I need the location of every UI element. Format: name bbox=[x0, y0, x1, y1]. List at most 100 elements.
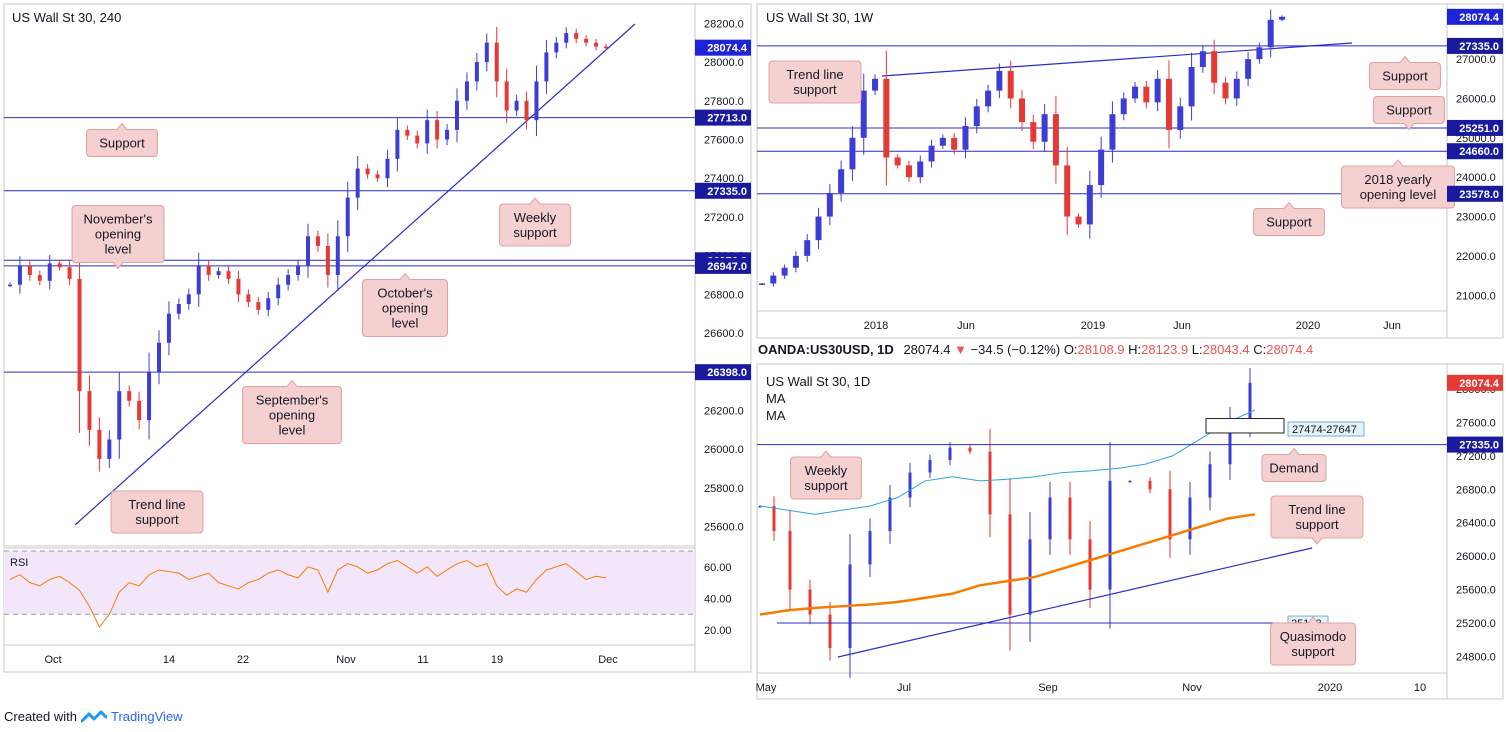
h4-x-tick: 22 bbox=[237, 654, 249, 666]
weekly-x-tick: Jun bbox=[1383, 320, 1401, 332]
weekly-candle bbox=[770, 275, 777, 284]
h4-support-callout-label: Support bbox=[99, 136, 145, 151]
daily-chart-panel[interactable]: 27474-2764725198WeeklysupportDemandTrend… bbox=[756, 363, 1504, 700]
h4-support-callout-box bbox=[86, 122, 158, 157]
h4-candle bbox=[27, 265, 32, 275]
h4-candle bbox=[57, 263, 62, 268]
weekly-candle bbox=[1245, 59, 1252, 79]
h4-y-tick: 27200.0 bbox=[704, 212, 744, 224]
weekly-candle bbox=[1177, 106, 1184, 130]
h4-chart-panel[interactable]: Support November's opening level October's op… bbox=[3, 3, 752, 673]
h4-candle bbox=[176, 304, 181, 314]
weekly-x-tick: 2019 bbox=[1081, 320, 1105, 332]
daily-chart-title: US Wall St 30, 1D bbox=[766, 374, 870, 389]
h4-candle bbox=[474, 62, 479, 82]
daily-x-tick: 10 bbox=[1414, 682, 1426, 694]
daily-y-tick: 26800.0 bbox=[1456, 484, 1496, 496]
tradingview-brand-label[interactable]: TradingView bbox=[110, 709, 183, 724]
h4-candle bbox=[97, 429, 102, 459]
weekly-y-tick: 21000.0 bbox=[1456, 290, 1496, 302]
weekly-price-tag-bg bbox=[1447, 143, 1503, 160]
h4-candle bbox=[256, 302, 261, 310]
daily-candle bbox=[828, 614, 832, 648]
h4-price-tag-bg bbox=[695, 364, 751, 381]
weekly-x-tick: 2018 bbox=[864, 320, 888, 332]
h4-october-callout-label: October's opening level bbox=[377, 286, 433, 331]
h4-candle bbox=[246, 294, 251, 303]
h4-x-tick: 14 bbox=[163, 654, 175, 666]
daily-price-tag: 28074.4 bbox=[1459, 378, 1500, 390]
weekly-price-tag-bg bbox=[1447, 185, 1503, 202]
daily-x-tick: Jul bbox=[897, 682, 911, 694]
h4-candle bbox=[365, 168, 370, 175]
weekly-price-tag: 28074.4 bbox=[1459, 12, 1500, 24]
weekly-y-tick: 27000.0 bbox=[1456, 54, 1496, 66]
weekly-candle bbox=[781, 267, 788, 276]
weekly-candle bbox=[1098, 149, 1105, 186]
daily-demand-range-label: 27474-27647 bbox=[1292, 424, 1357, 436]
footer-credit[interactable]: Created with TradingView bbox=[4, 709, 183, 724]
daily-ma-fast bbox=[759, 409, 1256, 515]
daily-candle bbox=[808, 589, 812, 615]
h4-november-callout-label: November's opening level bbox=[84, 212, 153, 257]
weekly-price-tag-bg bbox=[1447, 8, 1503, 25]
h4-y-tick: 26200.0 bbox=[704, 406, 744, 418]
h4-candle bbox=[296, 265, 301, 275]
h4-candle bbox=[166, 313, 171, 343]
weekly-candle bbox=[838, 169, 845, 193]
daily-candle bbox=[908, 472, 912, 498]
weekly-candle bbox=[1132, 86, 1139, 99]
weekly-candle bbox=[872, 78, 879, 91]
h4-candle bbox=[157, 342, 161, 372]
daily-ma-slow bbox=[759, 513, 1256, 616]
h4-trendline-callout-box bbox=[110, 490, 204, 534]
h4-candle bbox=[464, 81, 469, 101]
daily-candle bbox=[1228, 422, 1232, 465]
daily-candle bbox=[1208, 464, 1212, 498]
h4-candle bbox=[524, 100, 529, 121]
h4-plot-area bbox=[3, 3, 696, 547]
h4-candle bbox=[226, 271, 231, 279]
h4-september-callout-label: September's opening level bbox=[256, 393, 329, 438]
h4-x-tick: Nov bbox=[336, 654, 356, 666]
h4-candle bbox=[574, 33, 579, 39]
daily-candle bbox=[1108, 480, 1112, 590]
h4-x-tick: Oct bbox=[44, 654, 61, 666]
h4-y-tick: 26600.0 bbox=[704, 328, 744, 340]
daily-candle bbox=[928, 460, 932, 473]
h4-candle bbox=[345, 197, 350, 237]
h4-chart-title: US Wall St 30, 240 bbox=[12, 10, 121, 25]
h4-candle bbox=[67, 267, 72, 279]
daily-candle bbox=[868, 531, 872, 565]
weekly-2018-open-callout-box bbox=[1341, 159, 1455, 209]
daily-price-axis bbox=[1446, 363, 1504, 700]
weekly-candle bbox=[951, 137, 958, 150]
h4-candle bbox=[266, 298, 271, 310]
h4-candle bbox=[276, 284, 281, 299]
h4-candle bbox=[604, 46, 608, 49]
weekly-candle bbox=[1211, 51, 1218, 83]
h4-x-tick: 19 bbox=[491, 654, 503, 666]
h4-price-tag: 27713.0 bbox=[707, 113, 747, 125]
h4-trendline-callout-label: Trend line support bbox=[128, 497, 185, 527]
weekly-candle bbox=[815, 216, 822, 241]
h4-y-tick: 27600.0 bbox=[704, 135, 744, 147]
weekly-candle bbox=[1143, 86, 1150, 103]
daily-trendline-callout-box bbox=[1270, 495, 1364, 545]
weekly-y-tick: 26000.0 bbox=[1456, 93, 1496, 105]
h4-candle bbox=[484, 42, 489, 63]
daily-y-tick: 26000.0 bbox=[1456, 551, 1496, 563]
weekly-y-tick: 24000.0 bbox=[1456, 172, 1496, 184]
weekly-price-tag-bg bbox=[1447, 119, 1503, 136]
weekly-support-callout-b-label: Support bbox=[1386, 103, 1432, 118]
weekly-candle bbox=[1199, 51, 1206, 67]
daily-candle bbox=[888, 497, 892, 532]
h4-price-tag-bg bbox=[695, 39, 751, 56]
weekly-chart-panel[interactable]: Trend line support Support Support 2018 year… bbox=[756, 3, 1504, 339]
h4-candle bbox=[594, 42, 599, 47]
weekly-price-tag: 24660.0 bbox=[1459, 146, 1499, 158]
h4-candle bbox=[375, 174, 380, 179]
symbol-name: OANDA:US30USD, 1D bbox=[758, 342, 894, 357]
symbol-info-header: OANDA:US30USD, 1D 28074.4 ▼ −34.5 (−0.12… bbox=[758, 342, 1313, 357]
down-arrow-icon: ▼ bbox=[954, 342, 967, 357]
